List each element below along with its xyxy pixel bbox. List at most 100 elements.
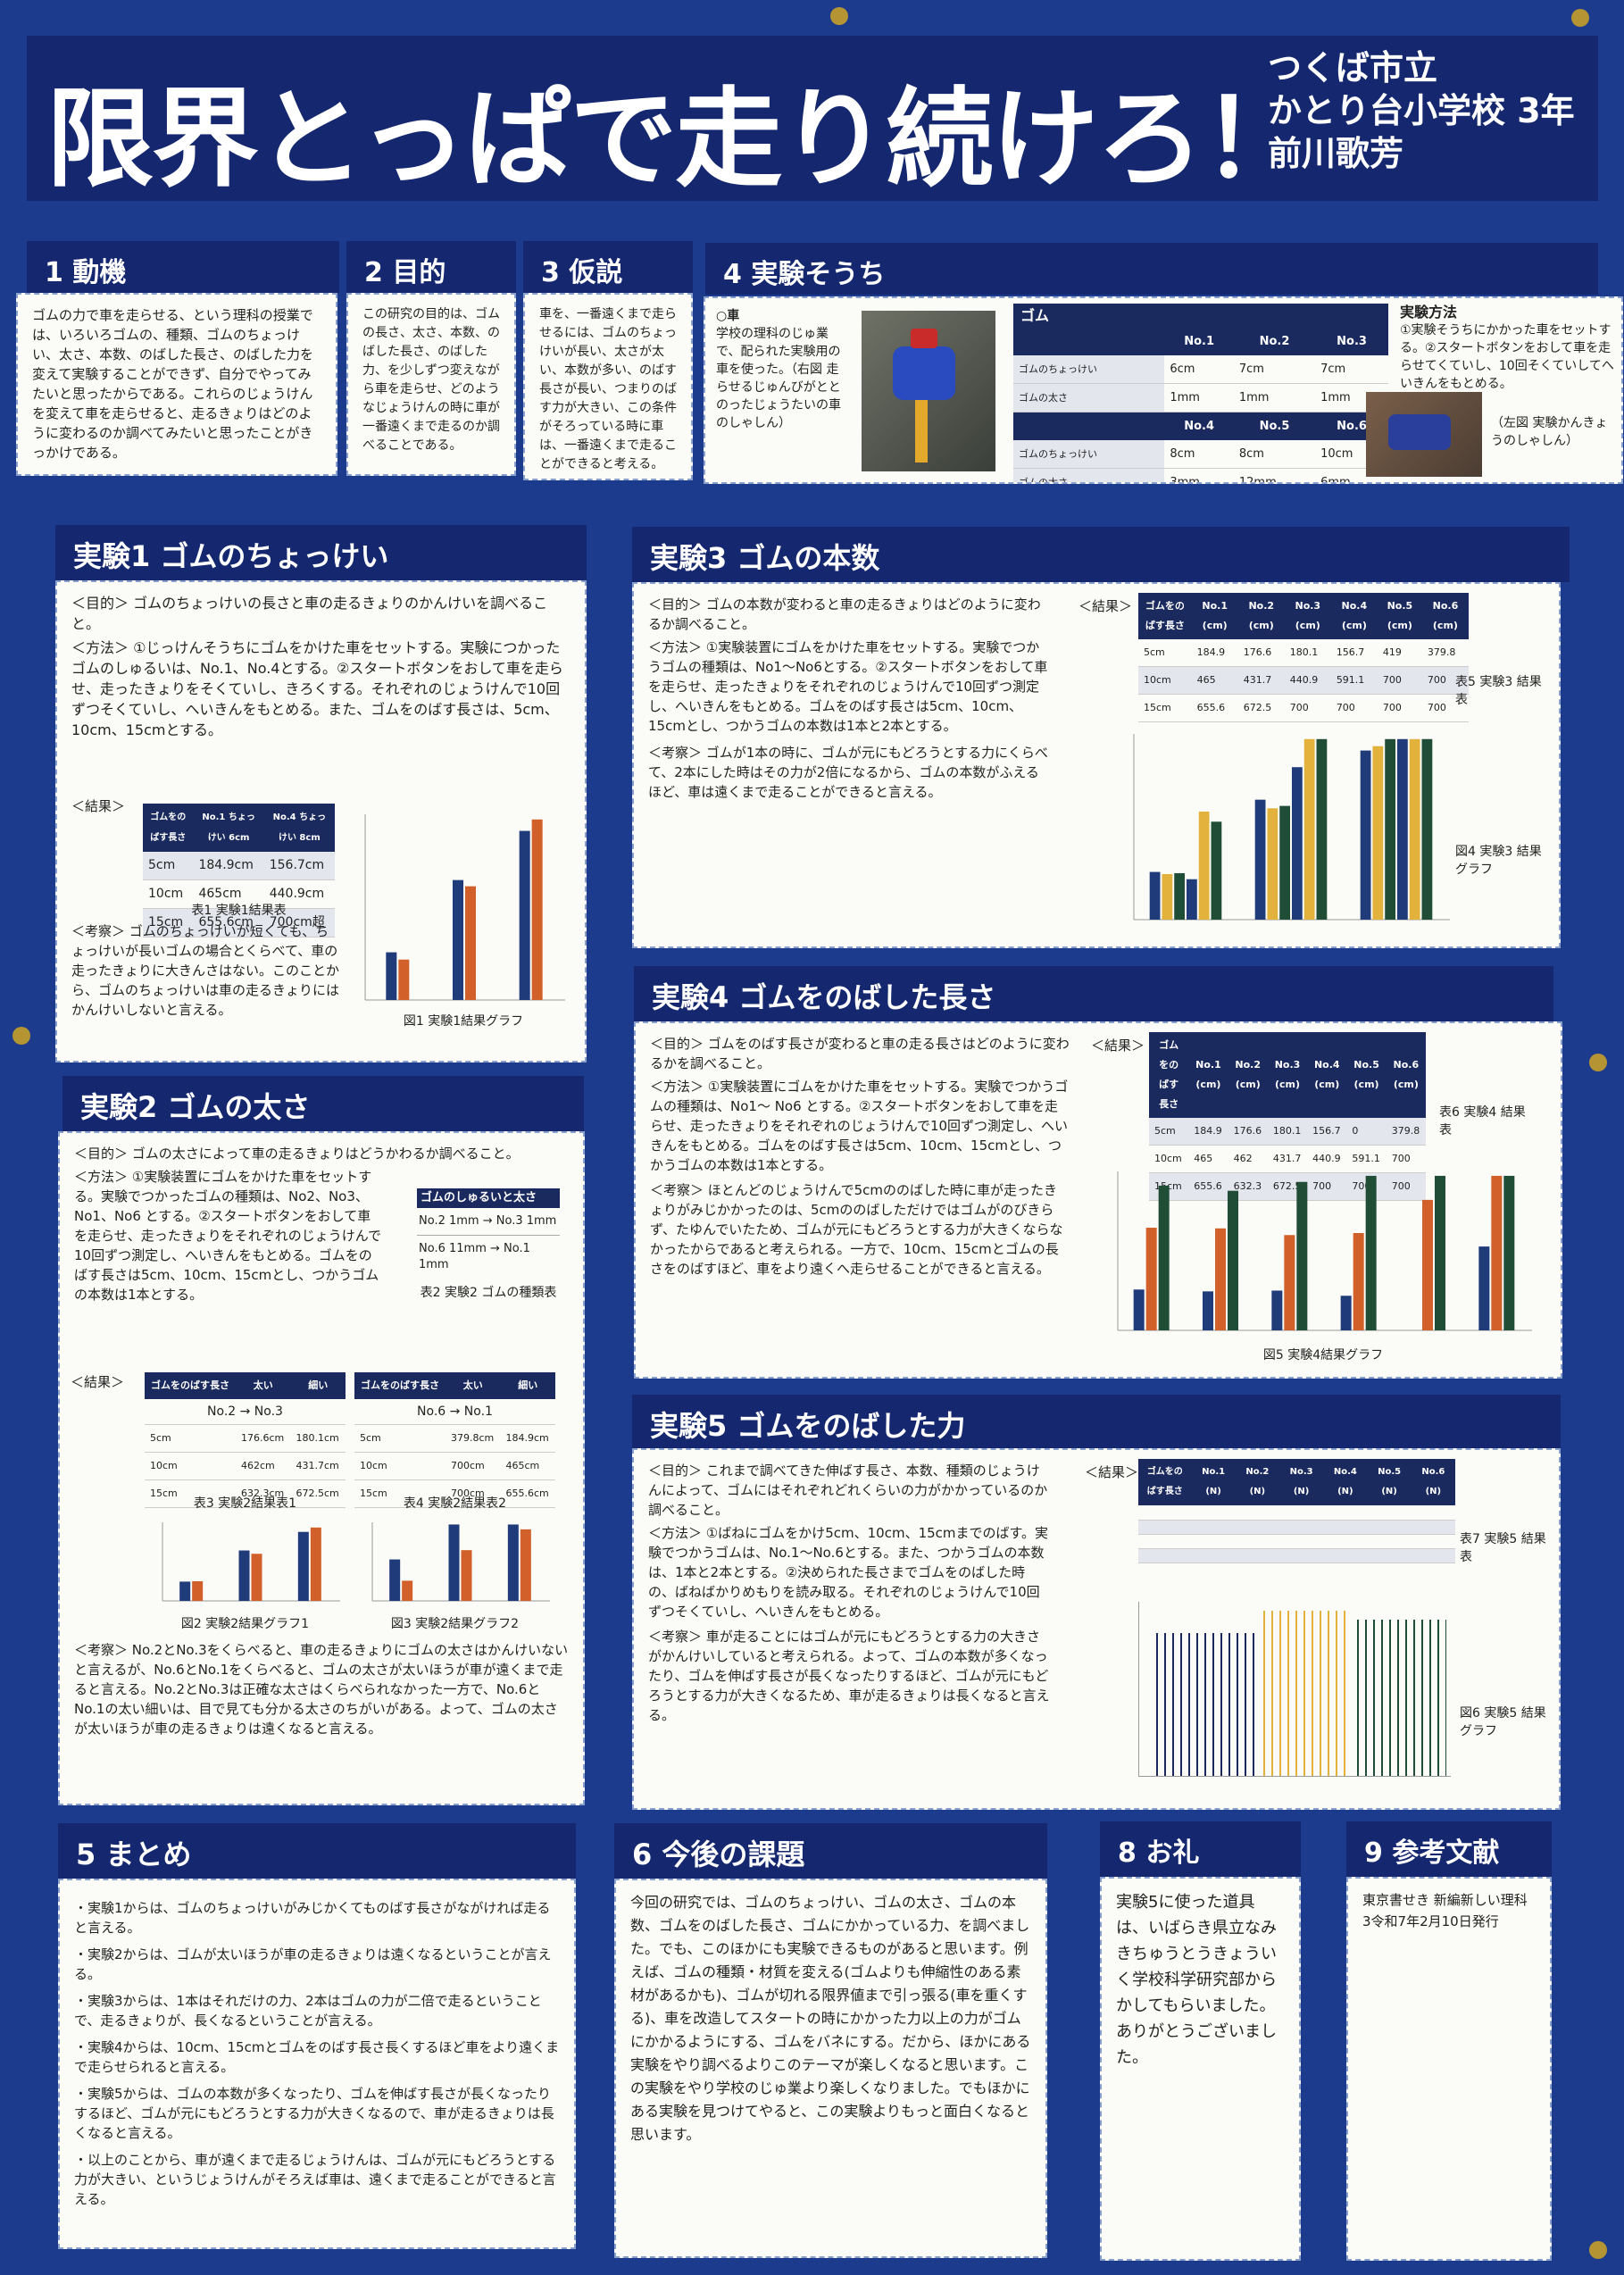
exp3-table: ゴムをのばす長さ No.1 (cm) No.2 (cm) No.3 (cm) No.4 …: [1138, 593, 1469, 722]
exp5-body: ＜目的＞ これまで調べてきた伸ばす長さ、本数、種類のじょうけんによって、ゴムには…: [632, 1448, 1561, 1810]
bar: [402, 1580, 413, 1601]
exp2-chart2: [371, 1522, 550, 1602]
exp5-graph-caption: 図6 実験5 結果 グラフ: [1460, 1706, 1546, 1738]
bar: [1267, 808, 1278, 920]
exp4-chart: [1117, 1171, 1532, 1331]
section-1-body: ゴムの力で車を走らせる、という理科の授業では、いろいろゴムの、種類、ゴムのちょっ…: [16, 293, 337, 476]
exp2-result-label: ＜結果＞: [71, 1374, 125, 1390]
bar: [1145, 1228, 1157, 1330]
exp3-consider: ＜考察＞ ゴムが1本の時に、ゴムが元にもどろうとする力にくらべて、2本にした時は…: [648, 745, 1048, 800]
summary-item: ・実験5からは、ゴムの本数が多くなったり、ゴムを伸ばす長さが長くなったりするほど…: [74, 2086, 554, 2141]
summary-item: ・実験4からは、10cm、15cmとゴムをのばす長さ長くするほど車をより遠くまで…: [74, 2039, 560, 2075]
bar: [398, 959, 410, 1000]
bar: [1360, 750, 1371, 920]
bar: [238, 1550, 250, 1601]
exp2-body: ＜目的＞ ゴムの太さによって車の走るきょりはどうかわるか調べること。 ＜方法＞ …: [58, 1131, 585, 1805]
section-3-heading: 3 仮説: [523, 241, 693, 293]
bar: [389, 1559, 401, 1601]
exp1-heading: 実験1 ゴムのちょっけい: [55, 525, 587, 580]
pin: [1571, 9, 1589, 27]
bar: [386, 952, 397, 1000]
poster-title: 限界とっぱで走り続けろ！: [46, 78, 1309, 202]
exp3-method: ＜方法＞ ①実験装置にゴムをかけた車をセットする。実験でつかうゴムの種類は、No…: [648, 639, 1048, 734]
exp1-result-label: ＜結果＞: [71, 798, 126, 814]
bar: [251, 1554, 262, 1601]
summary-item: ・実験1からは、ゴムのちょっけいがみじかくてものばす長さがながければ走ると言える…: [74, 1900, 551, 1936]
exp4-result-label: ＜結果＞: [1091, 1038, 1145, 1054]
exp4-table-caption: 表6 実験4 結果表: [1439, 1105, 1526, 1138]
exp5-heading: 実験5 ゴムをのばした力: [632, 1395, 1561, 1450]
bar: [1149, 871, 1161, 920]
section-4-body: ○車 学校の理科のじゅ業で、配られた実験用の車を使った。（右図 走らせるじゅんび…: [704, 296, 1623, 484]
exp4-graph-caption: 図5 実験4結果グラフ: [1262, 1348, 1384, 1362]
summary-item: ・実験3からは、1本はそれだけの力、2本はゴムの力が二倍で走るということで、走る…: [74, 1993, 542, 2029]
exp4-body: ＜目的＞ ゴムをのばす長さが変わると車の走る長さはどのように変わるかを調べること…: [634, 1021, 1562, 1379]
pin: [1589, 1054, 1607, 1071]
bar: [1372, 746, 1384, 920]
bar: [453, 879, 463, 1000]
exp2-chart1: [162, 1522, 340, 1602]
bar: [1228, 1190, 1238, 1330]
section-5-heading: 5 まとめ: [58, 1823, 576, 1879]
bar: [1284, 1235, 1295, 1330]
bar: [1203, 1291, 1213, 1330]
exp3-body: ＜目的＞ ゴムの本数が変わると車の走るきょりはどのように変わるか調べること。 ＜…: [632, 582, 1561, 948]
bar: [1279, 805, 1290, 920]
section-9-heading: 9 参考文献: [1346, 1821, 1552, 1877]
setup-photo: [1366, 392, 1482, 477]
exp1-chart: [364, 814, 565, 1001]
section-9-body: 東京書せき 新編新しい理科3令和7年2月10日発行: [1346, 1877, 1552, 2261]
section-5-body: ・実験1からは、ゴムのちょっけいがみじかくてものばす長さがながければ走ると言える…: [58, 1879, 576, 2249]
bar: [1211, 821, 1222, 920]
exp3-heading: 実験3 ゴムの本数: [632, 527, 1570, 582]
section-8-heading: 8 お礼: [1100, 1821, 1301, 1877]
bar: [1215, 1228, 1226, 1330]
bar: [192, 1580, 204, 1601]
bar: [1478, 1246, 1490, 1330]
gomu-spec: ゴム No.1 No.2 No.3 ゴムのちょっけい 6cm 7cm 7cm ゴムの太さ 1…: [1013, 304, 1388, 482]
author-block: つくば市立 かとり台小学校 3年 前川歌芳: [1268, 46, 1575, 175]
section-1-heading: 1 動機: [27, 241, 339, 293]
bar: [1133, 1289, 1145, 1330]
school-name: かとり台小学校 3年: [1268, 91, 1575, 130]
exp3-result-label: ＜結果＞: [1079, 598, 1133, 614]
exp3-chart: [1133, 734, 1450, 921]
bar: [1292, 767, 1303, 920]
exp1-body: ＜目的＞ ゴムのちょっけいの長さと車の走るきょりのかんけいを調べること。 ＜方法…: [55, 580, 587, 1062]
bar: [1187, 879, 1197, 920]
bar: [1198, 811, 1210, 920]
bar: [1316, 738, 1328, 920]
bar: [1365, 1175, 1377, 1330]
exp5-purpose: ＜目的＞ これまで調べてきた伸ばす長さ、本数、種類のじょうけんによって、ゴムには…: [648, 1462, 1048, 1518]
exp3-table-caption: 表5 実験3 結果表: [1455, 675, 1542, 707]
car-text: 学校の理科のじゅ業で、配られた実験用の車を使った。（右図 走らせるじゅんびがとと…: [716, 327, 841, 430]
bar: [1409, 738, 1420, 920]
bar: [1296, 1181, 1308, 1330]
exp1-method: ＜方法＞ ①じっけんそうちにゴムをかけた車をセットする。実験につかったゴムのしゅ…: [71, 639, 563, 738]
pin: [12, 1027, 30, 1045]
bar: [531, 819, 543, 1000]
method-text: ①実験そうちにかかった車をセットする。②スタートボタンをおして車を走らせてくてい…: [1400, 323, 1614, 391]
bar: [1340, 1296, 1352, 1330]
exp1-graph-caption: 図1 実験1結果グラフ: [403, 1014, 524, 1029]
exp2-graph1-caption: 図2 実験2結果グラフ1: [180, 1617, 310, 1631]
method-block: 実験方法 ①実験そうちにかかった車をセットする。②スタートボタンをおして車を走ら…: [1400, 304, 1614, 393]
author-name: 前川歌芳: [1268, 134, 1404, 173]
exp5-result-label: ＜結果＞: [1085, 1464, 1139, 1480]
method-heading: 実験方法: [1400, 304, 1458, 321]
exp4-heading: 実験4 ゴムをのばした長さ: [634, 966, 1553, 1021]
bar: [1503, 1175, 1515, 1330]
exp5-method: ＜方法＞ ①ばねにゴムをかけ5cm、10cm、15cmまでのばす。実験でつかうゴ…: [648, 1525, 1049, 1620]
bar: [1491, 1175, 1503, 1330]
section-4-heading: 4 実験そうち: [705, 243, 1598, 295]
pin: [1589, 2241, 1607, 2259]
bar: [448, 1524, 460, 1601]
exp4-purpose: ＜目的＞ ゴムをのばす長さが変わると車の走る長さはどのように変わるかを調べること…: [650, 1036, 1070, 1071]
bar: [297, 1531, 309, 1601]
bar: [1435, 1175, 1445, 1330]
exp5-table: ゴムをのばす長さ No.1 (N) No.2 (N) No.3 (N) No.4 (N)…: [1138, 1459, 1455, 1563]
bar: [465, 886, 476, 1000]
exp2-consider: ＜考察＞ No.2とNo.3をくらべると、車の走るきょりにゴムの太さはかんけいな…: [74, 1642, 569, 1737]
gomu-table: No.1 No.2 No.3 ゴムのちょっけい 6cm 7cm 7cm ゴムの太さ 1mm 1…: [1013, 328, 1388, 482]
gomu-heading: ゴム: [1013, 304, 1388, 328]
